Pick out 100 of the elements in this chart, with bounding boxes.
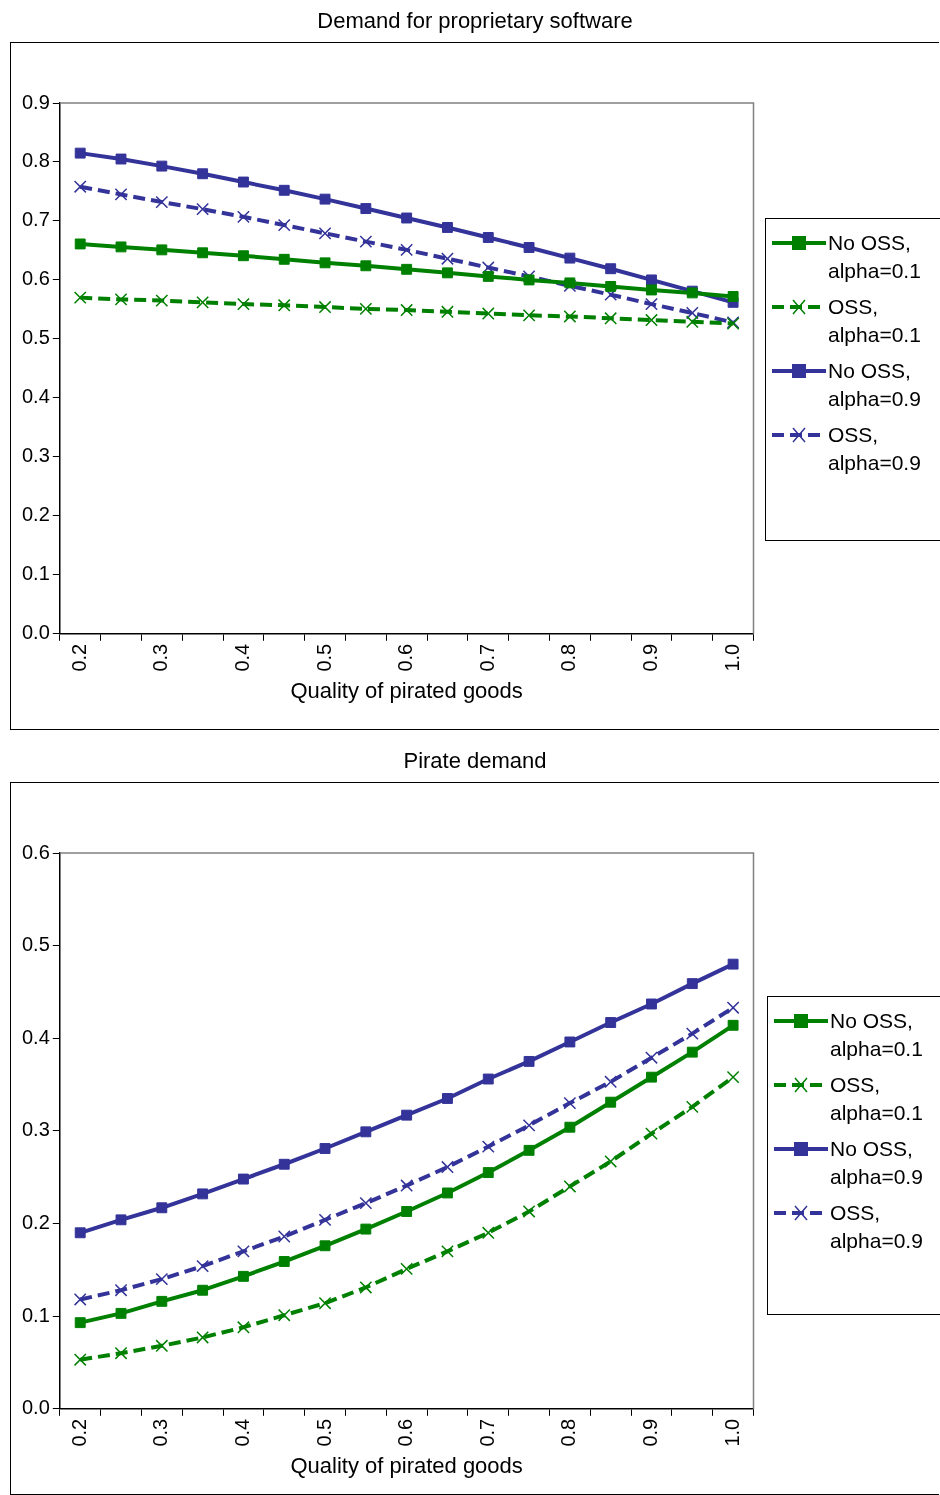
y-tick-label: 0.3 xyxy=(21,444,50,467)
point xyxy=(400,243,414,257)
point xyxy=(401,212,413,224)
legend-label: No OSS, alpha=0.1 xyxy=(830,1008,924,1062)
point xyxy=(481,1140,495,1154)
y-tick-label: 0.2 xyxy=(21,1211,50,1234)
x-tick-label: 0.7 xyxy=(475,1418,498,1447)
point xyxy=(727,1019,739,1031)
point xyxy=(685,315,699,329)
point xyxy=(114,292,128,306)
point xyxy=(237,210,250,224)
point xyxy=(319,1143,331,1154)
point xyxy=(278,253,290,265)
point xyxy=(74,238,86,250)
point xyxy=(319,257,331,269)
x-tick-label: 0.3 xyxy=(149,1418,172,1447)
point xyxy=(155,294,169,307)
point xyxy=(156,160,168,172)
x-tick-label: 0.9 xyxy=(639,1418,661,1447)
point xyxy=(522,308,536,322)
point xyxy=(441,1160,454,1174)
point xyxy=(564,252,576,264)
y-tick-label: 0.0 xyxy=(21,1396,50,1419)
point xyxy=(442,1187,453,1199)
point xyxy=(196,295,210,309)
point xyxy=(441,252,454,266)
x-tick-label: 0.5 xyxy=(312,1418,335,1447)
point xyxy=(645,297,658,311)
x-tick-label: 1.0 xyxy=(720,1418,743,1447)
x-tick-label: 0.3 xyxy=(149,643,172,672)
x-tick-label: 0.6 xyxy=(394,643,417,672)
y-tick-label: 0.3 xyxy=(21,1118,50,1141)
point xyxy=(482,1073,494,1085)
point xyxy=(727,958,739,970)
point xyxy=(563,1180,577,1193)
point xyxy=(442,267,453,279)
point xyxy=(400,1262,414,1276)
point xyxy=(685,1100,699,1114)
point xyxy=(318,226,332,240)
y-tick-label: 0.1 xyxy=(21,1303,50,1326)
y-tick-label: 0.0 xyxy=(21,621,50,644)
point xyxy=(646,1071,657,1083)
point xyxy=(155,1272,169,1286)
x-tick-label: 0.7 xyxy=(475,643,498,672)
point xyxy=(401,1206,413,1217)
point xyxy=(564,1036,576,1048)
point xyxy=(277,1308,291,1322)
point xyxy=(726,1001,740,1015)
legend-label: OSS, alpha=0.1 xyxy=(830,1072,924,1126)
point xyxy=(114,188,128,201)
x-tick-label: 0.6 xyxy=(394,1418,417,1447)
x-tick-label: 0.8 xyxy=(557,1418,580,1447)
point xyxy=(278,184,290,196)
y-tick-label: 0.6 xyxy=(21,840,50,863)
point xyxy=(442,221,453,233)
point xyxy=(605,280,617,292)
point xyxy=(400,1179,414,1192)
x-tick-label: 0.4 xyxy=(230,643,253,672)
y-tick-label: 0.4 xyxy=(21,1025,50,1048)
point xyxy=(360,203,372,215)
y-tick-label: 0.8 xyxy=(21,149,50,172)
point xyxy=(115,1307,127,1319)
y-tick-label: 0.5 xyxy=(21,933,50,956)
x-tick-label: 0.2 xyxy=(67,643,90,672)
point xyxy=(114,1346,128,1360)
point xyxy=(237,1320,250,1334)
point xyxy=(523,1055,535,1067)
point xyxy=(481,261,495,274)
x-axis-title: Quality of pirated goods xyxy=(290,1452,523,1478)
legend-label: OSS, alpha=0.1 xyxy=(828,294,922,348)
point xyxy=(318,1213,332,1227)
point xyxy=(156,244,168,256)
point xyxy=(115,241,127,253)
point xyxy=(74,1227,86,1239)
point xyxy=(278,1256,290,1267)
point xyxy=(359,302,373,316)
point xyxy=(197,1188,209,1200)
point xyxy=(74,1317,86,1329)
legend-label: No OSS, alpha=0.9 xyxy=(828,358,922,412)
point xyxy=(197,247,209,259)
point xyxy=(359,1196,373,1210)
legend-label: No OSS, alpha=0.1 xyxy=(828,230,922,284)
point xyxy=(237,297,250,311)
point xyxy=(401,1109,413,1121)
point xyxy=(115,1214,127,1226)
point xyxy=(523,242,535,253)
point xyxy=(400,303,414,317)
point xyxy=(727,291,739,302)
point xyxy=(156,1202,168,1214)
point xyxy=(645,313,658,327)
point xyxy=(605,1096,617,1108)
point xyxy=(197,1284,209,1296)
point xyxy=(604,288,618,302)
y-tick-label: 0.9 xyxy=(21,90,50,113)
point xyxy=(605,263,617,275)
point xyxy=(605,1017,617,1028)
point xyxy=(73,180,87,194)
point xyxy=(686,978,698,990)
point xyxy=(563,1096,577,1110)
point xyxy=(604,311,618,325)
